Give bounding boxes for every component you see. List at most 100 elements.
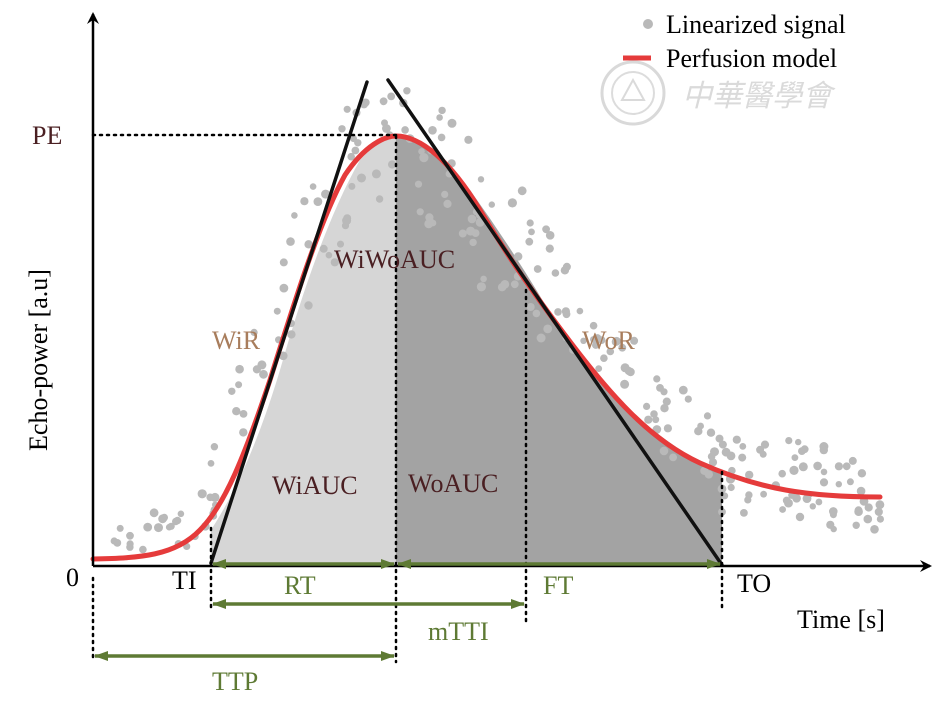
watermark-seal-icon: [600, 60, 666, 126]
signal-dot: [235, 364, 244, 374]
signal-dot: [835, 481, 842, 488]
signal-dot: [732, 435, 741, 444]
signal-dot: [165, 523, 173, 531]
signal-dot: [779, 506, 786, 513]
signal-dot: [154, 523, 163, 533]
mtti-label: mTTI: [428, 617, 489, 646]
signal-dot: [488, 201, 495, 208]
signal-dot: [126, 531, 134, 540]
signal-dot: [703, 412, 712, 420]
signal-dot: [630, 336, 639, 345]
signal-dot: [235, 381, 243, 389]
signal-dot: [447, 118, 457, 128]
signal-dot: [475, 218, 485, 227]
legend-dot-marker: [643, 19, 653, 29]
signal-dot: [819, 445, 828, 455]
signal-dot: [443, 199, 452, 208]
signal-dot: [510, 280, 519, 289]
signal-dot: [116, 524, 124, 532]
signal-dot: [620, 379, 630, 389]
signal-dot: [870, 525, 879, 534]
signal-dot: [842, 462, 851, 471]
signal-dot: [113, 539, 122, 547]
signal-dot: [300, 197, 309, 206]
signal-dot: [739, 443, 747, 450]
signal-dot: [650, 410, 658, 418]
signal-dot: [375, 195, 384, 203]
signal-dot: [652, 416, 660, 424]
wor-label: WoR: [582, 326, 635, 355]
signal-dot: [228, 387, 236, 395]
signal-dot: [232, 407, 241, 416]
signal-dot: [678, 385, 688, 395]
signal-dot: [343, 105, 351, 113]
signal-dot: [210, 492, 220, 502]
to-label: TO: [737, 569, 771, 598]
signal-dot: [694, 427, 703, 436]
signal-dot: [160, 513, 168, 522]
signal-dot: [612, 336, 621, 346]
signal-dot: [660, 404, 669, 413]
signal-dot: [656, 384, 664, 392]
signal-dot: [618, 343, 627, 352]
signal-dot: [846, 478, 854, 486]
signal-dot: [782, 496, 791, 505]
wiauc-label: WiAUC: [272, 471, 358, 500]
signal-dot: [744, 496, 752, 504]
wir-label: WiR: [212, 326, 261, 355]
perfusion-model-curve: [90, 133, 883, 562]
signal-dot: [525, 237, 534, 246]
signal-dot: [441, 190, 449, 198]
signal-dot: [819, 478, 829, 487]
signal-dot: [856, 486, 866, 496]
signal-dot: [791, 454, 799, 461]
signal-dot: [139, 545, 147, 554]
signal-dot: [589, 321, 598, 330]
signal-dot: [348, 182, 356, 190]
signal-dot: [669, 453, 677, 462]
signal-dot: [536, 333, 546, 343]
signal-dot: [286, 237, 295, 246]
signal-dot: [177, 510, 185, 518]
signal-dot: [428, 126, 437, 135]
signal-dot: [795, 438, 802, 446]
signal-dot: [533, 265, 542, 273]
signal-dot: [458, 229, 467, 238]
signal-dot: [471, 229, 480, 238]
signal-dot: [379, 97, 388, 106]
signal-dot: [745, 470, 754, 480]
signal-dot: [740, 509, 748, 517]
legend: Linearized signal Perfusion model: [623, 10, 846, 73]
signal-dot: [543, 324, 553, 334]
signal-dot: [497, 283, 507, 292]
signal-dot: [437, 133, 446, 142]
signal-dot: [239, 428, 248, 437]
signal-dot: [347, 152, 356, 161]
signal-dot: [313, 197, 323, 207]
wash-in-rate-line: [209, 80, 369, 565]
signal-dot: [718, 508, 726, 516]
signal-dot: [562, 262, 571, 271]
pe-label: PE: [32, 121, 62, 150]
signal-dot: [337, 240, 344, 248]
signal-dot: [760, 490, 767, 498]
signal-dot: [325, 251, 333, 259]
signal-dot: [663, 424, 673, 433]
signal-dot: [789, 465, 799, 475]
signal-dot: [273, 307, 281, 315]
signal-dot: [382, 124, 391, 133]
signal-dot: [319, 244, 328, 253]
signal-dot: [857, 469, 867, 478]
signal-dot: [418, 148, 425, 155]
signal-dot: [351, 146, 360, 155]
signal-dot: [259, 369, 268, 379]
signal-dot: [644, 415, 653, 424]
signal-dot: [798, 447, 806, 455]
signal-dot: [438, 106, 446, 115]
signal-dot: [304, 301, 313, 310]
signal-dot: [542, 225, 550, 234]
watermark-seal-inner: [611, 71, 655, 115]
signal-dot: [526, 219, 534, 227]
signal-dot: [210, 443, 219, 451]
